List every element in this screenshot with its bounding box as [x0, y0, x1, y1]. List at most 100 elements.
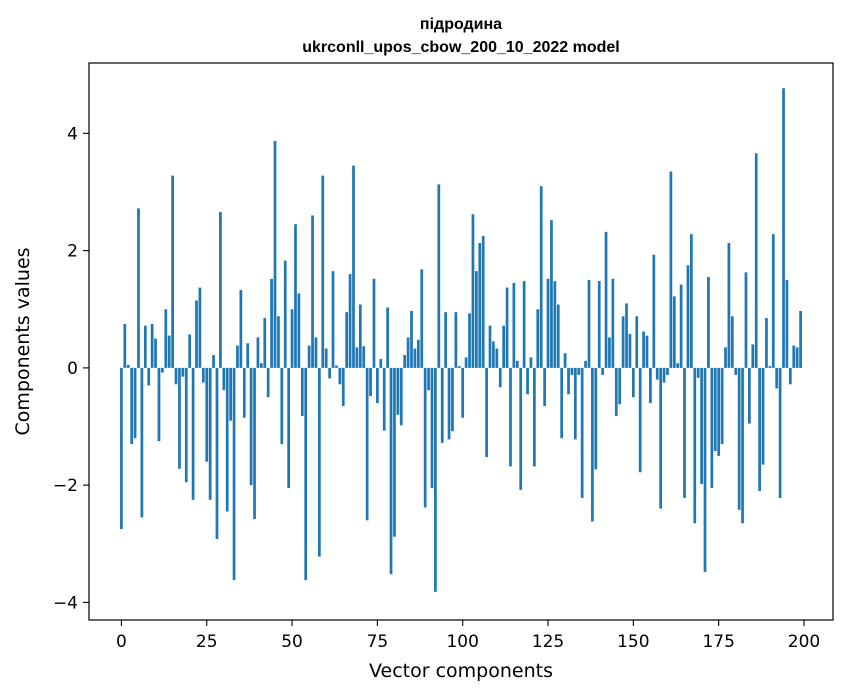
bar [529, 357, 533, 368]
bar [389, 367, 393, 575]
bar [236, 345, 239, 368]
bar [765, 318, 768, 368]
bar [587, 279, 591, 368]
x-tick-label: 125 [532, 632, 564, 652]
bar [143, 325, 147, 368]
bar [369, 367, 372, 397]
bar [174, 367, 178, 385]
bar [348, 274, 352, 368]
bar [120, 367, 123, 530]
bar [799, 311, 802, 368]
bar [591, 367, 594, 522]
bar [178, 367, 181, 469]
bar [676, 363, 680, 368]
x-tick-label: 0 [116, 632, 127, 652]
bar [748, 367, 751, 424]
bar [321, 175, 325, 368]
bar [201, 367, 205, 383]
y-axis-ticks: −4 −2 0 2 4 [53, 124, 89, 613]
bar [696, 367, 700, 378]
x-tick-label: 175 [702, 632, 734, 652]
bar [195, 300, 198, 368]
bar [635, 316, 639, 368]
bar [785, 279, 789, 368]
bar [399, 367, 403, 426]
bar [758, 367, 761, 492]
bar [468, 313, 471, 368]
bar [314, 337, 318, 368]
bar [505, 287, 509, 368]
bar [259, 363, 263, 368]
bar [222, 367, 226, 391]
bar [382, 367, 386, 431]
bar [123, 323, 127, 368]
bar [440, 367, 444, 443]
bar [242, 367, 246, 418]
bar [761, 367, 765, 465]
bar [727, 243, 731, 368]
bar [700, 367, 703, 484]
bar [741, 367, 744, 524]
bar [553, 281, 557, 368]
x-tick-label: 100 [446, 632, 478, 652]
bar [423, 367, 427, 508]
bar [638, 367, 642, 473]
bar [556, 304, 560, 368]
bar [318, 367, 321, 557]
bar [410, 311, 413, 368]
bar [771, 234, 775, 368]
bar [495, 348, 499, 368]
bar [191, 367, 195, 500]
bar [519, 367, 523, 490]
bar [362, 346, 366, 368]
bar [225, 367, 229, 512]
bar [464, 357, 468, 368]
bar [655, 367, 659, 380]
bar [171, 175, 174, 368]
bar [157, 367, 161, 442]
bar [164, 309, 168, 368]
bar [539, 186, 543, 368]
chart-title-line-1: підродина [420, 16, 502, 33]
bar [717, 367, 721, 456]
bar [461, 367, 465, 418]
bar [427, 367, 430, 391]
bar [386, 307, 389, 368]
x-tick-label: 50 [281, 632, 303, 652]
bar [198, 287, 202, 368]
bar [416, 339, 420, 368]
bar [147, 367, 151, 386]
bar [140, 367, 144, 518]
bar [577, 367, 581, 375]
bar [570, 367, 574, 375]
bar [614, 367, 618, 416]
bar [434, 367, 437, 592]
bar [447, 367, 451, 440]
bar [573, 367, 577, 440]
bar [256, 337, 260, 368]
bar [154, 338, 157, 368]
bar [488, 325, 492, 368]
bar [430, 367, 434, 489]
bar [451, 367, 454, 432]
bar [690, 234, 693, 368]
bar [563, 353, 567, 368]
bar [290, 309, 294, 368]
bar [478, 243, 482, 368]
bar [355, 347, 359, 368]
bar [266, 367, 270, 398]
bar [307, 345, 311, 368]
bar [788, 367, 792, 385]
bar [707, 277, 710, 368]
x-axis-ticks: 0 25 50 75 100 125 150 175 200 [116, 620, 820, 652]
bar [792, 345, 796, 368]
bar [406, 337, 410, 368]
bar [126, 364, 130, 368]
bar [666, 367, 669, 375]
bar [277, 316, 280, 368]
bar [662, 367, 666, 383]
bar [536, 309, 540, 368]
bar [300, 367, 304, 416]
x-axis-label: Vector components [369, 660, 553, 682]
